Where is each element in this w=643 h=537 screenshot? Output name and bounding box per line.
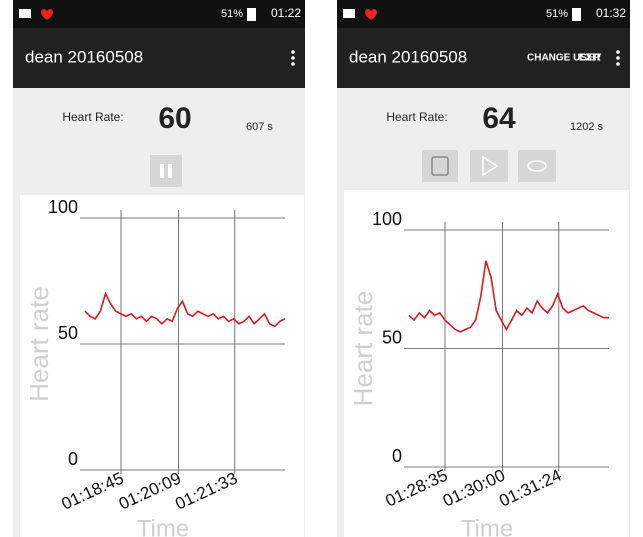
pause-button[interactable] bbox=[150, 155, 182, 187]
phone-screen: 51% 01:22 dean 20160508 Heart Rate: 60 607 s H… bbox=[13, 0, 305, 537]
y-tick-label: 50 bbox=[382, 327, 402, 347]
y-axis-title: Heart rate bbox=[24, 286, 54, 402]
heart-rate-label: Heart Rate: bbox=[62, 110, 123, 124]
overflow-menu-dot[interactable] bbox=[291, 62, 295, 66]
notification-icon bbox=[343, 9, 355, 18]
heart-rate-value: 60 bbox=[158, 102, 191, 135]
battery-icon bbox=[247, 8, 256, 21]
y-axis-title: Heart rate bbox=[348, 291, 378, 407]
clock: 01:32 bbox=[596, 6, 626, 20]
y-tick-label: 0 bbox=[68, 449, 78, 469]
play-button[interactable] bbox=[470, 150, 508, 182]
view-button[interactable] bbox=[518, 150, 556, 182]
notification-icon bbox=[19, 9, 31, 18]
x-axis-title: Time bbox=[461, 515, 513, 537]
overflow-menu-dot[interactable] bbox=[291, 50, 295, 54]
app-title: dean 20160508 bbox=[349, 47, 467, 66]
battery-icon bbox=[572, 8, 581, 21]
status-bar bbox=[13, 0, 305, 28]
save-button[interactable] bbox=[422, 150, 458, 182]
y-tick-label: 100 bbox=[48, 197, 78, 217]
overflow-menu-dot[interactable] bbox=[291, 56, 295, 60]
overflow-menu-dot[interactable] bbox=[616, 56, 620, 60]
x-axis-title: Time bbox=[137, 515, 189, 537]
status-bar bbox=[337, 0, 630, 28]
pause-bar bbox=[160, 164, 164, 178]
clock: 01:22 bbox=[271, 6, 301, 20]
heart-rate-value: 64 bbox=[482, 102, 516, 135]
pause-bar bbox=[168, 164, 172, 178]
app-bar-action[interactable]: EXIT bbox=[579, 53, 601, 64]
y-tick-label: 50 bbox=[58, 323, 78, 343]
y-tick-label: 100 bbox=[372, 209, 402, 229]
screenshot: 51% 01:22 dean 20160508 Heart Rate: 60 607 s H… bbox=[0, 0, 643, 537]
overflow-menu-dot[interactable] bbox=[616, 62, 620, 66]
overflow-menu-dot[interactable] bbox=[616, 50, 620, 54]
heart-rate-label: Heart Rate: bbox=[386, 110, 447, 124]
elapsed-time: 607 s bbox=[246, 121, 273, 133]
app-title: dean 20160508 bbox=[25, 47, 143, 66]
elapsed-time: 1202 s bbox=[570, 121, 604, 133]
battery-level: 51% bbox=[546, 8, 568, 20]
y-tick-label: 0 bbox=[392, 446, 402, 466]
battery-level: 51% bbox=[221, 8, 243, 20]
